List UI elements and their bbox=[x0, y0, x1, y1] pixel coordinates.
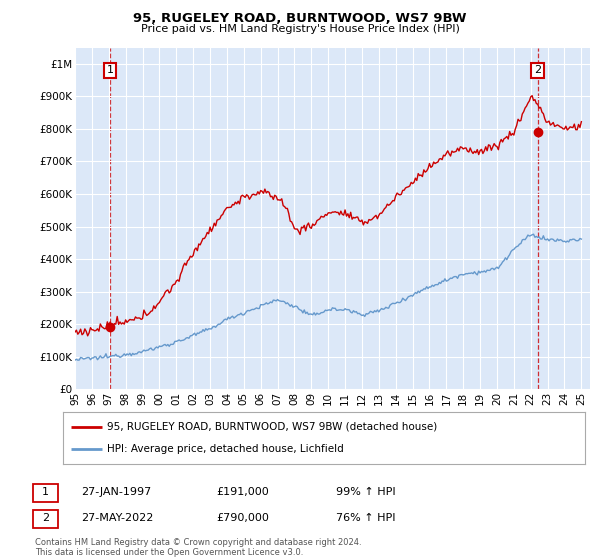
Text: 27-JAN-1997: 27-JAN-1997 bbox=[81, 487, 151, 497]
Text: Price paid vs. HM Land Registry's House Price Index (HPI): Price paid vs. HM Land Registry's House … bbox=[140, 24, 460, 34]
Text: Contains HM Land Registry data © Crown copyright and database right 2024.
This d: Contains HM Land Registry data © Crown c… bbox=[35, 538, 361, 557]
Text: £191,000: £191,000 bbox=[216, 487, 269, 497]
Text: 1: 1 bbox=[106, 66, 113, 76]
Text: HPI: Average price, detached house, Lichfield: HPI: Average price, detached house, Lich… bbox=[107, 444, 344, 454]
Text: £790,000: £790,000 bbox=[216, 513, 269, 523]
Text: 2: 2 bbox=[42, 513, 49, 523]
Text: 76% ↑ HPI: 76% ↑ HPI bbox=[336, 513, 395, 523]
Text: 1: 1 bbox=[42, 487, 49, 497]
Text: 95, RUGELEY ROAD, BURNTWOOD, WS7 9BW (detached house): 95, RUGELEY ROAD, BURNTWOOD, WS7 9BW (de… bbox=[107, 422, 437, 432]
Text: 27-MAY-2022: 27-MAY-2022 bbox=[81, 513, 154, 523]
Text: 99% ↑ HPI: 99% ↑ HPI bbox=[336, 487, 395, 497]
Text: 95, RUGELEY ROAD, BURNTWOOD, WS7 9BW: 95, RUGELEY ROAD, BURNTWOOD, WS7 9BW bbox=[133, 12, 467, 25]
Text: 2: 2 bbox=[534, 66, 541, 76]
